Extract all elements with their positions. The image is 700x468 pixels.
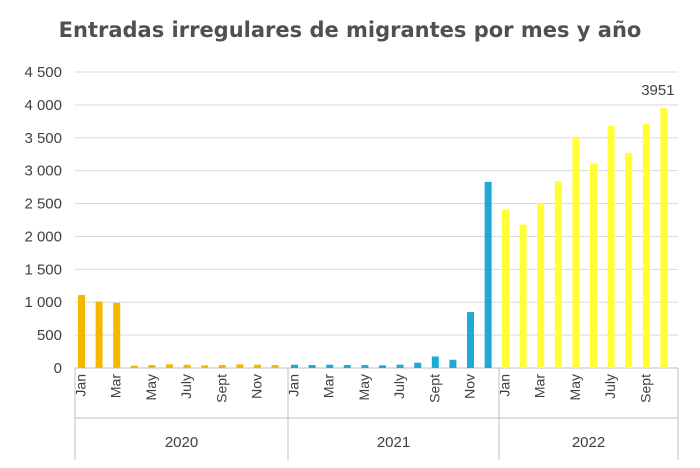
y-tick-label: 4 000 <box>24 97 62 114</box>
bar-2021-apr <box>343 365 351 368</box>
bar-2021-oct <box>449 359 457 368</box>
y-tick-label: 1 500 <box>24 261 62 278</box>
bar-2022-aug <box>625 152 633 368</box>
bar-2022-sept <box>642 123 650 368</box>
bar-2021-sept <box>431 356 439 368</box>
year-label-2020: 2020 <box>165 434 198 451</box>
bar-2022-july <box>607 125 615 368</box>
bar-2020-july <box>183 364 191 368</box>
bar-2020-jan <box>78 294 85 368</box>
bar-2022-jun <box>590 163 597 368</box>
x-tick-label: Sept <box>637 374 653 403</box>
bar-2020-dec <box>271 365 279 368</box>
x-tick-label: Mar <box>532 374 548 398</box>
year-label-2021: 2021 <box>377 434 410 451</box>
bar-2021-nov <box>467 312 474 368</box>
x-tick-label: Jan <box>286 374 302 397</box>
bar-2020-sept <box>218 365 226 368</box>
x-tick-label: Mar <box>321 374 337 398</box>
y-tick-label: 3 500 <box>24 130 62 147</box>
y-tick-label: 2 500 <box>24 196 62 213</box>
bar-2022-mar <box>537 203 545 368</box>
x-tick-label: July <box>602 374 618 399</box>
bar-2021-july <box>396 364 404 368</box>
bar-2022-feb <box>519 224 527 368</box>
bar-2021-jan <box>291 364 298 368</box>
x-tick-label: Jan <box>73 374 89 397</box>
x-tick-label: Jan <box>497 374 513 397</box>
bar-2020-may <box>148 365 156 368</box>
x-tick-label: Sept <box>426 374 442 403</box>
bar-2020-mar <box>113 302 121 368</box>
bar-2021-may <box>361 365 369 368</box>
bar-2020-jun <box>166 364 173 368</box>
x-tick-label: Nov <box>462 374 478 399</box>
bar-2021-feb <box>308 365 316 368</box>
bar-2022-oct <box>660 108 668 368</box>
bar-2022-jan <box>502 209 509 368</box>
bar-2020-aug <box>201 365 209 368</box>
x-tick-label: July <box>391 374 407 399</box>
bar-2021-mar <box>326 364 334 368</box>
y-tick-label: 500 <box>37 327 62 344</box>
x-tick-label: May <box>567 374 583 400</box>
data-label: 3951 <box>641 82 674 99</box>
bar-2020-nov <box>254 364 261 368</box>
year-label-2022: 2022 <box>572 434 605 451</box>
bar-2020-oct <box>236 364 244 368</box>
bar-2022-may <box>572 137 580 368</box>
bar-2020-apr <box>130 365 138 368</box>
bar-2021-dec <box>484 181 492 368</box>
x-tick-label: July <box>178 374 194 399</box>
x-tick-label: May <box>143 374 159 400</box>
bar-2022-apr <box>554 181 562 368</box>
y-tick-label: 4 500 <box>24 64 62 81</box>
bar-2021-aug <box>414 362 422 368</box>
y-tick-label: 3 000 <box>24 163 62 180</box>
chart-title: Entradas irregulares de migrantes por me… <box>58 18 642 42</box>
y-tick-label: 0 <box>54 360 62 377</box>
y-tick-label: 2 000 <box>24 228 62 245</box>
x-tick-label: Mar <box>108 374 124 398</box>
y-tick-label: 1 000 <box>24 294 62 311</box>
x-tick-label: May <box>356 374 372 400</box>
bar-2021-jun <box>379 365 386 368</box>
x-tick-label: Nov <box>249 374 265 399</box>
x-tick-label: Sept <box>213 374 229 403</box>
bar-2020-feb <box>95 301 103 368</box>
